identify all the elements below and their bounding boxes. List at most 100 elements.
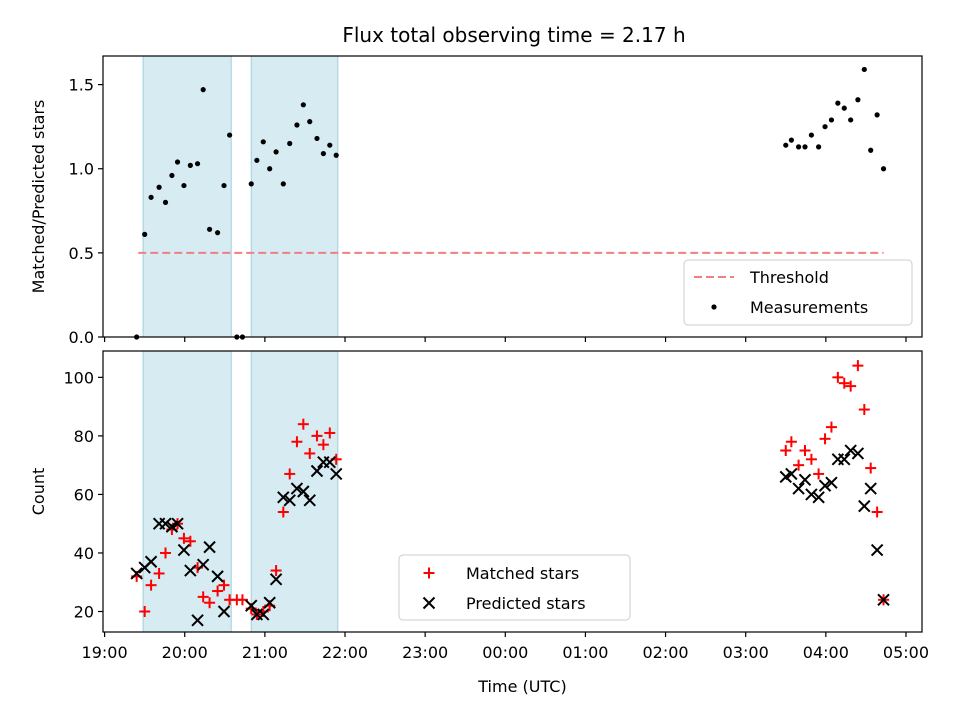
measurement-point	[795, 144, 802, 150]
predicted-star-marker	[245, 599, 258, 612]
measurement-point	[280, 181, 286, 187]
marker-stroke	[838, 453, 851, 466]
bottom-xtick-label: 01:00	[562, 643, 608, 662]
measurement-point	[162, 199, 169, 205]
legend-threshold-label: Threshold	[749, 268, 829, 287]
measurement-point	[156, 184, 162, 190]
matched-star-marker	[805, 453, 817, 465]
bottom-xtick-label: 23:00	[402, 643, 448, 662]
bottom-legend: Matched stars Predicted stars	[398, 554, 631, 621]
marker-stroke	[792, 482, 805, 495]
matched-star-marker	[139, 606, 151, 618]
predicted-star-marker	[812, 491, 825, 504]
measurement-point	[294, 122, 300, 128]
bottom-xtick-label: 04:00	[803, 643, 849, 662]
matched-star-marker	[813, 468, 825, 480]
predicted-star-marker	[838, 453, 851, 466]
measurement-point	[788, 137, 794, 143]
matched-star-marker	[858, 404, 870, 416]
marker-stroke	[171, 517, 184, 530]
bottom-xtick-label: 20:00	[162, 643, 208, 662]
matched-star-marker	[793, 459, 805, 471]
matched-star-marker	[871, 506, 883, 518]
marker-stroke	[818, 479, 832, 492]
matched-star-marker	[277, 506, 289, 518]
measurement-point	[187, 162, 193, 168]
bottom-series-x	[130, 444, 890, 627]
bottom-legend-box	[398, 554, 631, 621]
measurement-point	[273, 149, 279, 155]
predicted-star-marker	[130, 567, 143, 580]
top-ytick-label: 1.5	[69, 76, 94, 95]
bottom-ytick-label: 40	[74, 544, 94, 563]
matched-star-marker	[291, 436, 303, 448]
matched-star-marker	[153, 567, 165, 579]
marker-stroke	[203, 540, 216, 554]
predicted-star-marker	[844, 444, 857, 457]
marker-stroke	[283, 494, 296, 507]
marker-stroke	[130, 567, 143, 580]
marker-stroke	[785, 467, 798, 481]
marker-stroke	[211, 570, 224, 583]
measurement-point	[880, 166, 887, 172]
marker-stroke	[310, 464, 324, 478]
top-axes-frame	[102, 55, 923, 338]
measurement-point	[314, 135, 320, 142]
predicted-star-marker	[277, 491, 290, 504]
marker-stroke	[812, 491, 825, 504]
marker-stroke	[329, 467, 343, 481]
measurement-point	[333, 152, 339, 158]
measurement-point	[808, 132, 815, 138]
predicted-star-marker	[310, 464, 324, 478]
marker-stroke	[217, 605, 231, 618]
marker-stroke	[851, 447, 865, 460]
matched-star-marker	[324, 427, 336, 439]
matched-star-marker	[819, 433, 831, 445]
marker-stroke	[858, 499, 871, 513]
measurement-point	[320, 150, 326, 157]
measurement-point	[206, 226, 213, 232]
chart-title: Flux total observing time = 2.17 h	[342, 23, 685, 47]
bottom-xtick-label: 02:00	[643, 643, 689, 662]
top-legend: Threshold Measurements	[683, 259, 913, 326]
measurement-point	[181, 182, 187, 189]
matched-star-marker	[780, 445, 792, 457]
bottom-ytick-label: 60	[74, 485, 94, 504]
marker-stroke	[805, 488, 818, 501]
matched-star-marker	[184, 535, 196, 547]
matched-star-marker	[852, 360, 864, 372]
predicted-star-marker	[785, 467, 798, 481]
marker-stroke	[191, 614, 204, 627]
bottom-xtick-label: 22:00	[322, 643, 368, 662]
measurement-point	[214, 230, 221, 236]
marker-stroke	[184, 564, 197, 577]
predicted-star-marker	[864, 482, 877, 495]
top-legend-box	[683, 259, 913, 326]
matched-star-marker	[212, 585, 224, 597]
predicted-star-marker	[851, 447, 865, 460]
matched-star-marker	[304, 447, 316, 459]
predicted-star-marker	[184, 564, 197, 577]
predicted-star-marker	[877, 593, 890, 607]
predicted-star-marker	[323, 456, 336, 469]
marker-stroke	[303, 494, 316, 507]
measurement-point	[816, 144, 822, 150]
predicted-star-marker	[203, 540, 216, 554]
matched-star-marker	[284, 468, 296, 480]
predicted-star-marker	[217, 605, 231, 618]
matched-star-marker	[204, 597, 216, 609]
bottom-axes-frame	[102, 350, 923, 633]
predicted-star-marker	[290, 482, 304, 495]
legend-matched-label: Matched stars	[466, 564, 579, 583]
marker-stroke	[825, 476, 838, 489]
measurement-point	[841, 105, 847, 111]
matched-star-marker	[218, 579, 230, 591]
top-ytick-label: 0.5	[69, 244, 94, 263]
predicted-star-marker	[269, 573, 283, 586]
matched-star-marker	[799, 445, 811, 457]
measurement-point	[227, 132, 233, 138]
predicted-star-marker	[257, 608, 270, 621]
marker-stroke	[844, 444, 857, 457]
matched-star-marker	[145, 579, 157, 591]
